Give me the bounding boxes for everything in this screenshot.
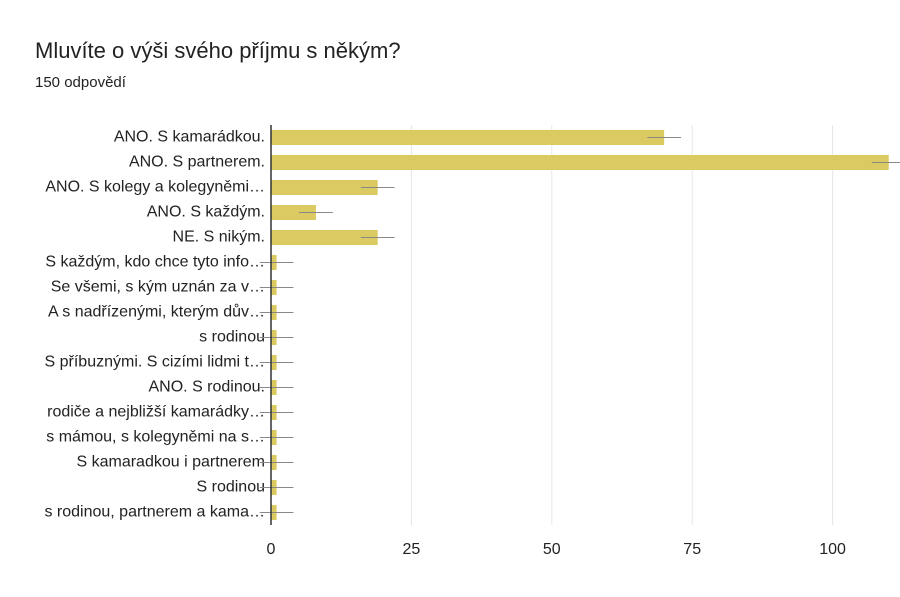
y-tick-label: s rodinou [199, 329, 265, 346]
bar [271, 155, 889, 170]
y-tick-label: NE. S nikým. [173, 229, 265, 246]
y-tick-label: S kamaradkou i partnerem [76, 454, 265, 471]
y-tick-label: A s nadřízenými, kterým dův… [48, 303, 265, 321]
x-tick-label: 0 [267, 541, 276, 558]
x-tick-label: 50 [543, 541, 561, 558]
y-tick-label: s mámou, s kolegyněmi na s… [46, 429, 265, 446]
y-tick-label: ANO. S kolegy a kolegyněmi… [45, 179, 265, 196]
bar [271, 205, 316, 220]
y-tick-label: ANO. S rodinou. [149, 379, 266, 396]
y-tick-label: S příbuznými. S cizími lidmi t… [45, 354, 265, 371]
x-tick-label: 75 [683, 541, 701, 558]
y-tick-label: Se všemi, s kým uznán za v… [51, 279, 265, 296]
y-tick-label: S rodinou [197, 479, 266, 496]
y-tick-label: s rodinou, partnerem a kama… [44, 504, 265, 521]
bar [271, 230, 378, 245]
chart-title: Mluvíte o výši svého příjmu s někým? [35, 38, 401, 63]
y-tick-label: S každým, kdo chce tyto info… [45, 254, 265, 271]
y-tick-label: ANO. S každým. [147, 204, 265, 221]
y-tick-label: rodiče a nejbližší kamarádky… [47, 404, 265, 421]
x-tick-label: 25 [403, 541, 421, 558]
x-tick-label: 100 [819, 541, 846, 558]
bar [271, 130, 665, 145]
bar [271, 180, 378, 195]
chart-subtitle: 150 odpovědí [35, 74, 127, 91]
y-tick-label: ANO. S partnerem. [129, 154, 265, 171]
y-tick-label: ANO. S kamarádkou. [114, 129, 265, 146]
